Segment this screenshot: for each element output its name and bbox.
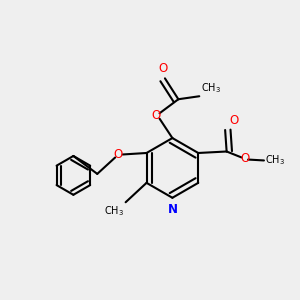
Text: CH$_3$: CH$_3$: [266, 154, 286, 167]
Text: O: O: [151, 109, 160, 122]
Text: N: N: [167, 203, 177, 216]
Text: CH$_3$: CH$_3$: [104, 204, 124, 218]
Text: O: O: [113, 148, 123, 161]
Text: O: O: [230, 114, 239, 127]
Text: O: O: [159, 62, 168, 75]
Text: CH$_3$: CH$_3$: [201, 81, 221, 95]
Text: O: O: [240, 152, 249, 166]
